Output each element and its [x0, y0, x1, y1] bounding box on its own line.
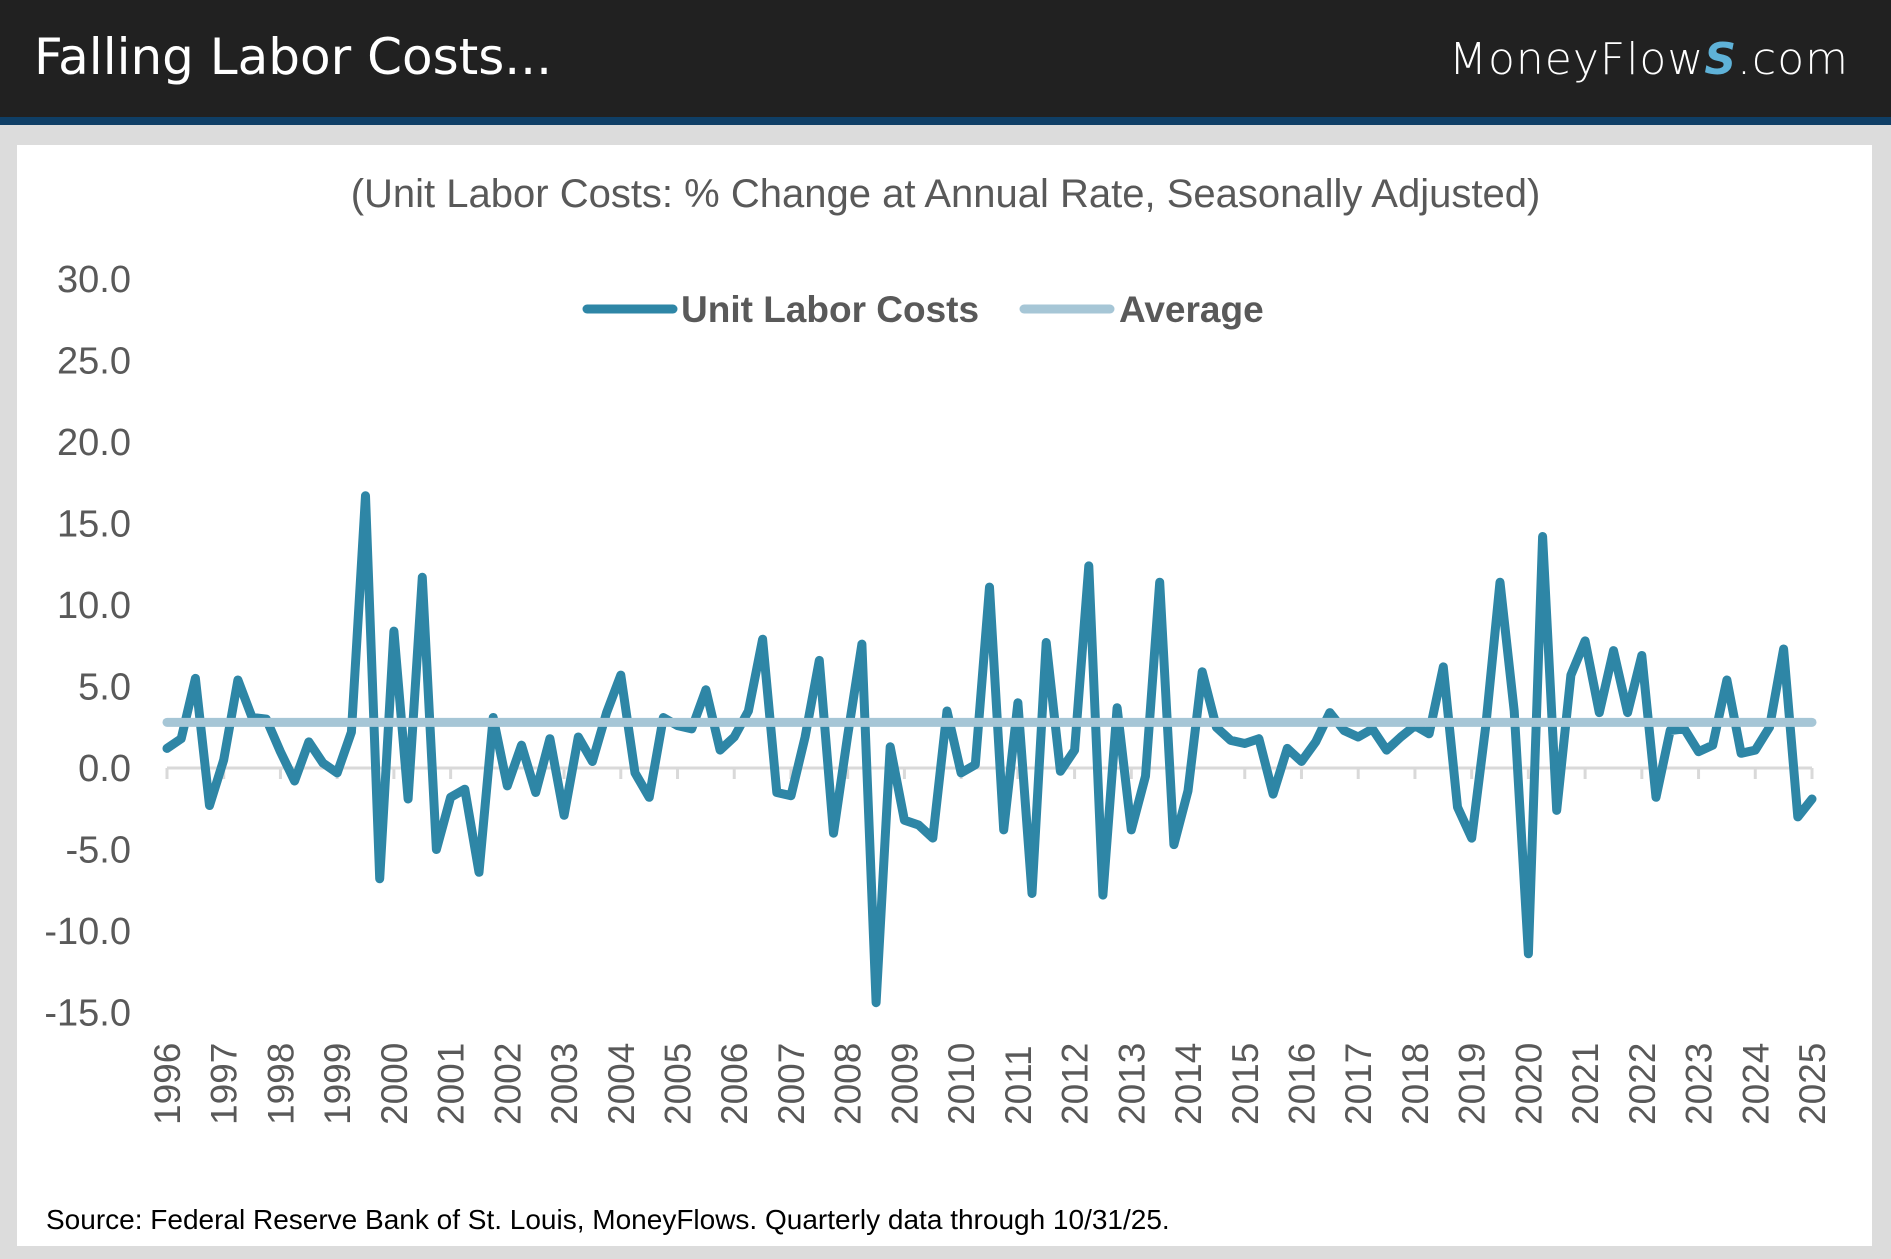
page-title: Falling Labor Costs... [34, 28, 552, 86]
x-axis-labels: 1996 1997 1998 1999 2000 2001 2002 2003 2004 2005… [147, 1043, 1833, 1125]
x-tick-label: 2015 [1225, 1043, 1266, 1125]
x-tick-label: 2019 [1452, 1043, 1493, 1125]
y-tick-label: 0.0 [78, 748, 131, 790]
x-tick-label: 2016 [1281, 1043, 1322, 1125]
x-tick-label: 2006 [714, 1043, 755, 1125]
x-tick-label: 2011 [998, 1045, 1039, 1125]
source-note: Source: Federal Reserve Bank of St. Loui… [46, 1204, 1170, 1235]
y-tick-label: 10.0 [57, 585, 131, 627]
x-tick-label: 2003 [544, 1043, 585, 1125]
x-tick-label: 2014 [1168, 1043, 1209, 1125]
y-tick-label: -15.0 [44, 993, 131, 1035]
x-tick-label: 1997 [204, 1043, 245, 1125]
x-tick-label: 2007 [771, 1043, 812, 1125]
x-tick-label: 1998 [260, 1043, 301, 1125]
x-tick-label: 2000 [374, 1043, 415, 1125]
y-tick-label: 25.0 [57, 341, 131, 383]
y-tick-label: 15.0 [57, 504, 131, 546]
x-tick-label: 2021 [1565, 1043, 1606, 1125]
chart-panel [17, 145, 1872, 1246]
brand-suffix: .com [1737, 34, 1849, 85]
header-accent-band [0, 117, 1891, 125]
y-tick-label: -5.0 [66, 830, 131, 872]
legend-label-unit-labor-costs: Unit Labor Costs [681, 289, 979, 330]
x-tick-label: 2001 [431, 1043, 472, 1125]
y-tick-label: -10.0 [44, 911, 131, 953]
x-tick-label: 1996 [147, 1043, 188, 1125]
x-tick-label: 2005 [658, 1043, 699, 1125]
x-tick-label: 2017 [1338, 1043, 1379, 1125]
x-tick-label: 2024 [1735, 1043, 1776, 1125]
x-tick-label: 2020 [1508, 1043, 1549, 1125]
x-tick-label: 2025 [1792, 1043, 1833, 1125]
chart-title: (Unit Labor Costs: % Change at Annual Ra… [350, 172, 1541, 216]
series-group [162, 491, 1817, 1008]
x-tick-label: 2018 [1395, 1043, 1436, 1125]
y-tick-label: 30.0 [57, 259, 131, 301]
x-tick-label: 2022 [1622, 1043, 1663, 1125]
x-tick-label: 1999 [317, 1043, 358, 1125]
legend: Unit Labor Costs Average [582, 289, 1264, 330]
y-axis: 30.0 25.0 20.0 15.0 10.0 5.0 0.0 -5.0 -10.0 -15.0 [44, 259, 131, 1035]
brand-s-icon: S [1704, 34, 1738, 85]
brand-prefix: MoneyFlow [1449, 34, 1705, 85]
brand-logo: MoneyFlowS.com [1449, 34, 1849, 85]
x-tick-label: 2002 [487, 1043, 528, 1125]
x-tick-label: 2023 [1679, 1043, 1720, 1125]
y-tick-label: 20.0 [57, 422, 131, 464]
series-line-unit-labor-costs [162, 491, 1817, 1008]
legend-label-average: Average [1119, 289, 1264, 330]
x-tick-label: 2009 [884, 1043, 925, 1125]
x-tick-label: 2008 [828, 1043, 869, 1125]
x-tick-label: 2004 [601, 1043, 642, 1125]
x-tick-label: 2010 [941, 1043, 982, 1125]
x-tick-label: 2013 [1111, 1043, 1152, 1125]
x-tick-label: 2012 [1055, 1043, 1096, 1125]
y-tick-label: 5.0 [78, 667, 131, 709]
header-bar: Falling Labor Costs... MoneyFlowS.com [0, 0, 1891, 117]
